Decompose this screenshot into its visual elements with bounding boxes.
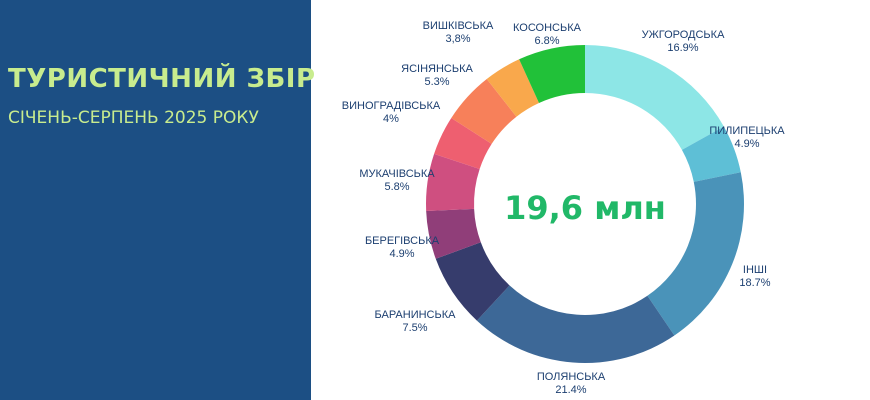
slice-value-label: 16.9% bbox=[667, 42, 698, 54]
center-total-label: 19,6 млн bbox=[504, 189, 666, 227]
page-subtitle: СІЧЕНЬ-СЕРПЕНЬ 2025 РОКУ bbox=[8, 108, 259, 128]
slice-labels: УЖГОРОДСЬКА16.9%ПИЛИПЕЦЬКА4.9%ІНШІ18.7%П… bbox=[342, 20, 785, 396]
slice-name-label: УЖГОРОДСЬКА bbox=[642, 29, 725, 41]
slice-value-label: 4.9% bbox=[389, 248, 414, 260]
donut-chart: УЖГОРОДСЬКА16.9%ПИЛИПЕЦЬКА4.9%ІНШІ18.7%П… bbox=[342, 20, 785, 396]
slice-name-label: ПОЛЯНСЬКА bbox=[537, 371, 606, 383]
slice-1 bbox=[585, 45, 724, 150]
slice-value-label: 5.3% bbox=[424, 76, 449, 88]
slice-name-label: МУКАЧІВСЬКА bbox=[359, 168, 435, 180]
slice-value-label: 21.4% bbox=[555, 384, 586, 396]
slice-6 bbox=[426, 208, 481, 259]
slice-value-label: 5.8% bbox=[384, 181, 409, 193]
slice-11 bbox=[519, 45, 585, 103]
page-title: ТУРИСТИЧНИЙ ЗБІР bbox=[8, 64, 316, 94]
slice-value-label: 4% bbox=[383, 113, 399, 125]
slice-name-label: ВИНОГРАДІВСЬКА bbox=[342, 100, 441, 112]
slice-9 bbox=[451, 78, 517, 144]
slice-2 bbox=[681, 126, 741, 182]
slice-3 bbox=[647, 172, 744, 336]
slice-8 bbox=[434, 117, 492, 170]
slice-4 bbox=[476, 285, 675, 363]
slice-name-label: ВИШКІВСЬКА bbox=[423, 20, 494, 32]
slice-5 bbox=[435, 242, 510, 321]
slice-name-label: БЕРЕГІВСЬКА bbox=[365, 235, 440, 247]
slice-10 bbox=[486, 59, 540, 117]
slice-name-label: ІНШІ bbox=[743, 264, 767, 276]
title-panel: ТУРИСТИЧНИЙ ЗБІР СІЧЕНЬ-СЕРПЕНЬ 2025 РОК… bbox=[0, 0, 315, 400]
donut-slices bbox=[426, 45, 744, 363]
slice-value-label: 7.5% bbox=[402, 322, 427, 334]
slice-7 bbox=[426, 153, 480, 211]
slice-value-label: 18.7% bbox=[739, 277, 770, 289]
slice-value-label: 6.8% bbox=[534, 35, 559, 47]
slice-name-label: ПИЛИПЕЦЬКА bbox=[709, 125, 785, 137]
slice-name-label: КОСОНСЬКА bbox=[513, 22, 582, 34]
slice-name-label: ЯСІНЯНСЬКА bbox=[401, 63, 473, 75]
slice-value-label: 3,8% bbox=[445, 33, 470, 45]
slice-value-label: 4.9% bbox=[734, 138, 759, 150]
slice-name-label: БАРАНИНСЬКА bbox=[375, 309, 457, 321]
